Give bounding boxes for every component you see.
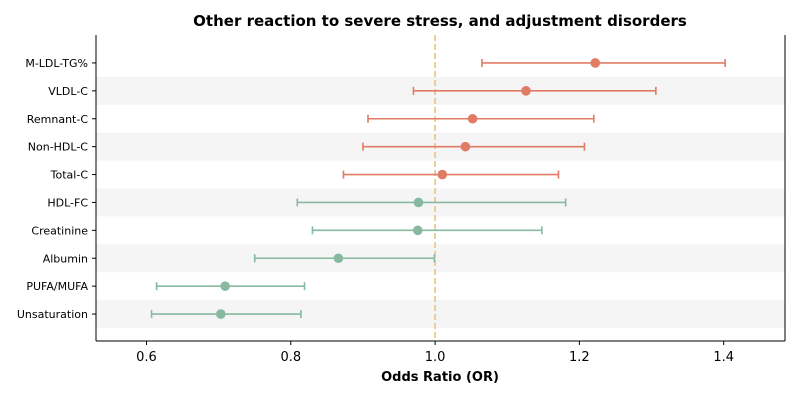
row-band xyxy=(96,244,785,273)
row-remnant-c: Remnant-C xyxy=(27,113,595,126)
or-point xyxy=(413,197,424,208)
x-tick-label: 1.0 xyxy=(425,350,446,365)
x-tick-label: 1.4 xyxy=(713,350,734,365)
or-point xyxy=(333,253,344,264)
x-tick-label: 0.8 xyxy=(280,350,301,365)
row-pufa-mufa: PUFA/MUFA xyxy=(26,280,306,293)
y-tick-label: HDL-FC xyxy=(47,196,88,209)
axes: 0.6 0.8 1.0 1.2 1.4 xyxy=(95,35,786,365)
plot-rows: M-LDL-TG% VLDL-C Remnant-C Non-HDL-C Total-C… xyxy=(17,57,726,321)
row-albumin: Albumin xyxy=(43,252,436,265)
y-tick-label: Remnant-C xyxy=(27,113,89,126)
or-point xyxy=(437,169,448,180)
row-hdl-fc: HDL-FC xyxy=(47,196,567,209)
row-total-c: Total-C xyxy=(50,169,560,182)
y-tick-label: Albumin xyxy=(43,252,88,265)
row-m-ldl-tg-: M-LDL-TG% xyxy=(25,57,726,70)
y-tick-label: Total-C xyxy=(50,169,89,182)
y-tick-label: Unsaturation xyxy=(17,308,88,321)
or-point xyxy=(590,58,601,68)
or-point xyxy=(216,309,226,319)
or-point xyxy=(412,225,423,236)
row-vldl-c: VLDL-C xyxy=(48,85,657,98)
y-tick-label: VLDL-C xyxy=(48,85,88,98)
or-point xyxy=(220,281,230,291)
row-creatinine: Creatinine xyxy=(31,224,543,237)
y-tick-label: M-LDL-TG% xyxy=(25,57,88,70)
x-tick-label: 1.2 xyxy=(569,350,590,365)
row-non-hdl-c: Non-HDL-C xyxy=(28,141,586,154)
or-point xyxy=(460,141,471,152)
y-tick-label: PUFA/MUFA xyxy=(26,280,88,293)
x-tick-label: 0.6 xyxy=(136,350,157,365)
or-point xyxy=(521,86,531,96)
row-unsaturation: Unsaturation xyxy=(17,308,302,321)
or-point xyxy=(467,113,478,124)
y-tick-label: Creatinine xyxy=(31,224,88,237)
y-tick-label: Non-HDL-C xyxy=(28,141,89,154)
chart-title: Other reaction to severe stress, and adj… xyxy=(193,12,687,30)
x-axis-label: Odds Ratio (OR) xyxy=(381,370,499,385)
